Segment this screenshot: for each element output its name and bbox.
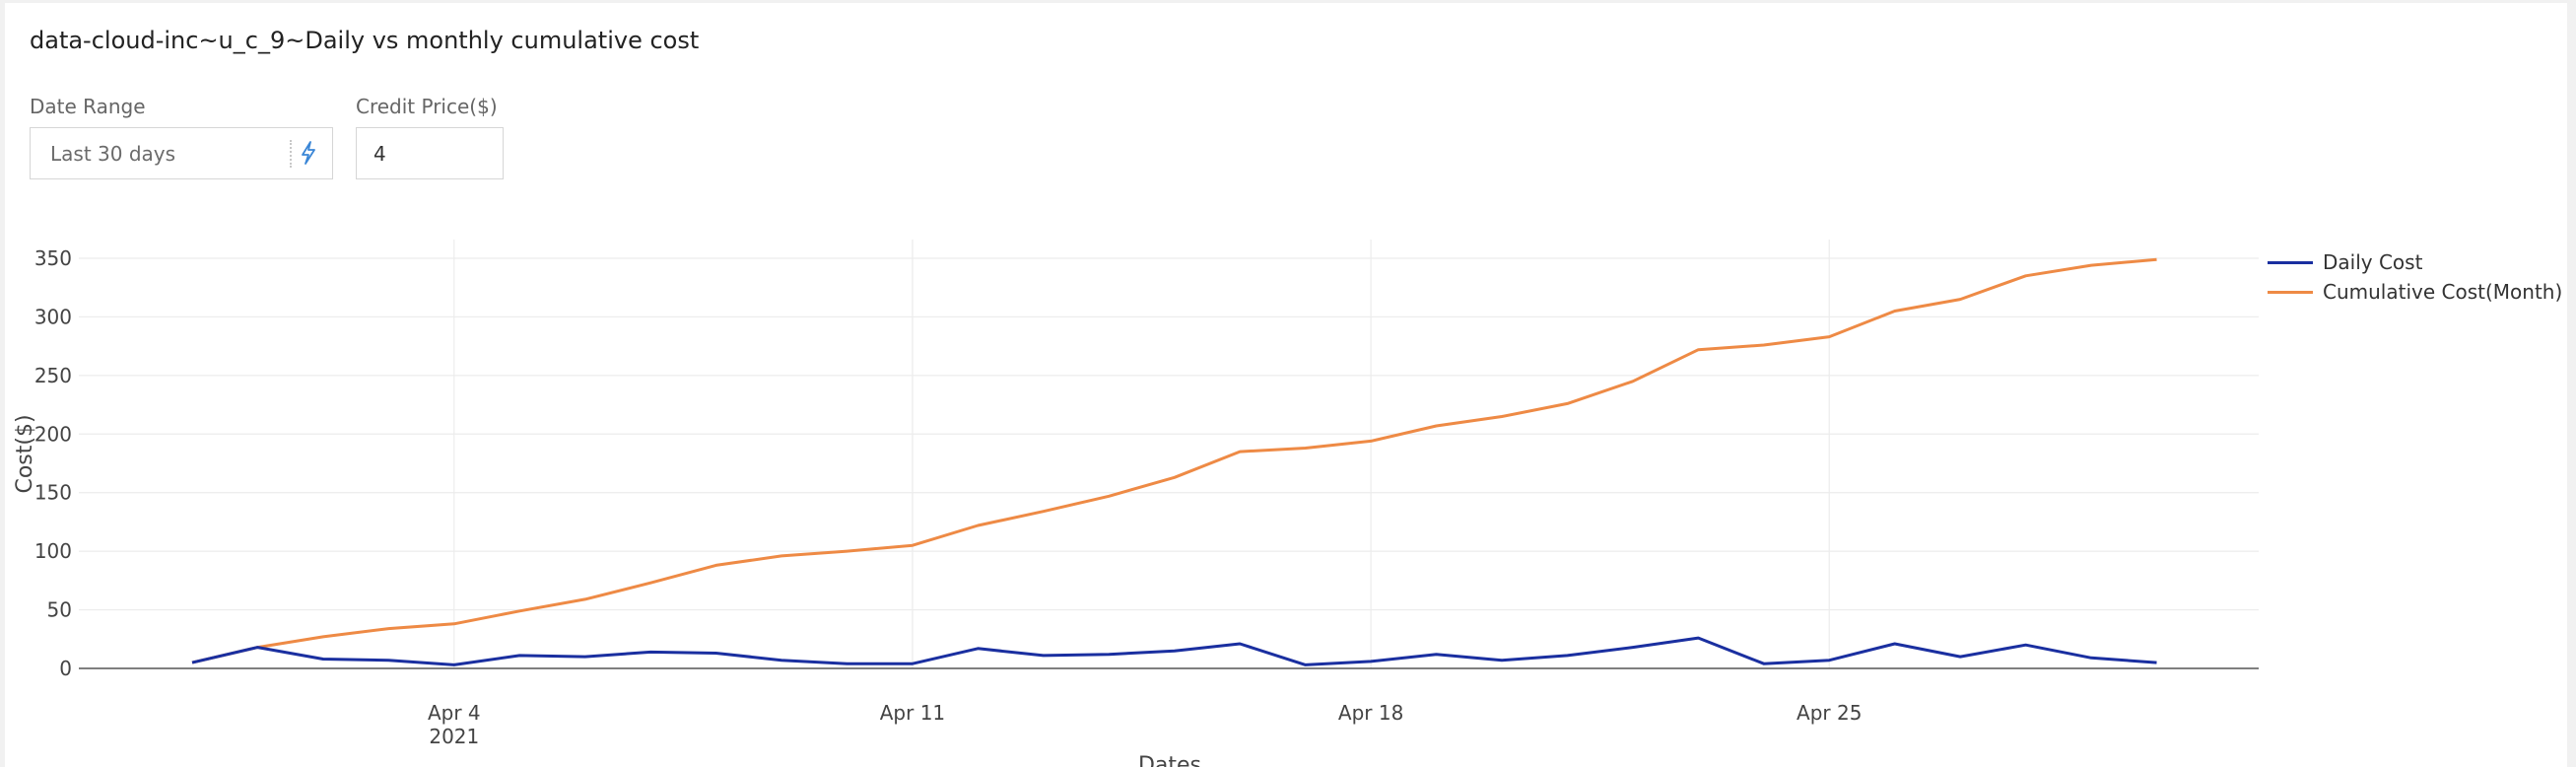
y-tick-label: 350 [34,246,72,270]
credit-price-value: 4 [373,142,386,166]
line-chart: 0 50 100 150 200 250 300 350 Apr 4 Apr 11 Apr 18 Ap… [13,240,2259,767]
y-tick-label: 100 [34,539,72,563]
y-tick-label: 250 [34,364,72,387]
legend-swatch-daily-cost [2268,261,2313,264]
y-tick-label: 200 [34,422,72,446]
cumulative-cost-line [191,257,2157,664]
y-tick-label: 150 [34,481,72,505]
x-tick-year-label: 2021 [429,725,479,748]
chart-panel: data-cloud-inc~u_c_9~Daily vs monthly cu… [5,3,2567,767]
legend-label-cumulative-cost: Cumulative Cost(Month) [2323,280,2563,304]
x-tick-label: Apr 25 [1796,701,1862,725]
x-tick-label: Apr 18 [1338,701,1403,725]
y-axis-title: Cost($) [13,414,37,493]
daily-cost-line [191,636,2157,666]
x-axis-title: Dates [1138,753,1201,767]
legend-swatch-cumulative-cost [2268,291,2313,294]
date-range-label: Date Range [30,95,146,118]
credit-price-label: Credit Price($) [356,95,498,118]
y-tick-label: 50 [47,598,72,622]
x-tick-label: Apr 4 [428,701,481,725]
date-range-divider [290,140,292,168]
y-tick-label: 0 [59,657,72,680]
legend-label-daily-cost: Daily Cost [2323,250,2423,274]
y-tick-label: 300 [34,305,72,328]
panel-title: data-cloud-inc~u_c_9~Daily vs monthly cu… [30,27,700,54]
credit-price-input[interactable]: 4 [356,127,504,179]
date-range-picker[interactable]: Last 30 days [30,127,333,179]
date-range-value: Last 30 days [50,142,176,166]
x-tick-label: Apr 11 [880,701,945,725]
lightning-bolt-icon[interactable] [299,140,318,170]
